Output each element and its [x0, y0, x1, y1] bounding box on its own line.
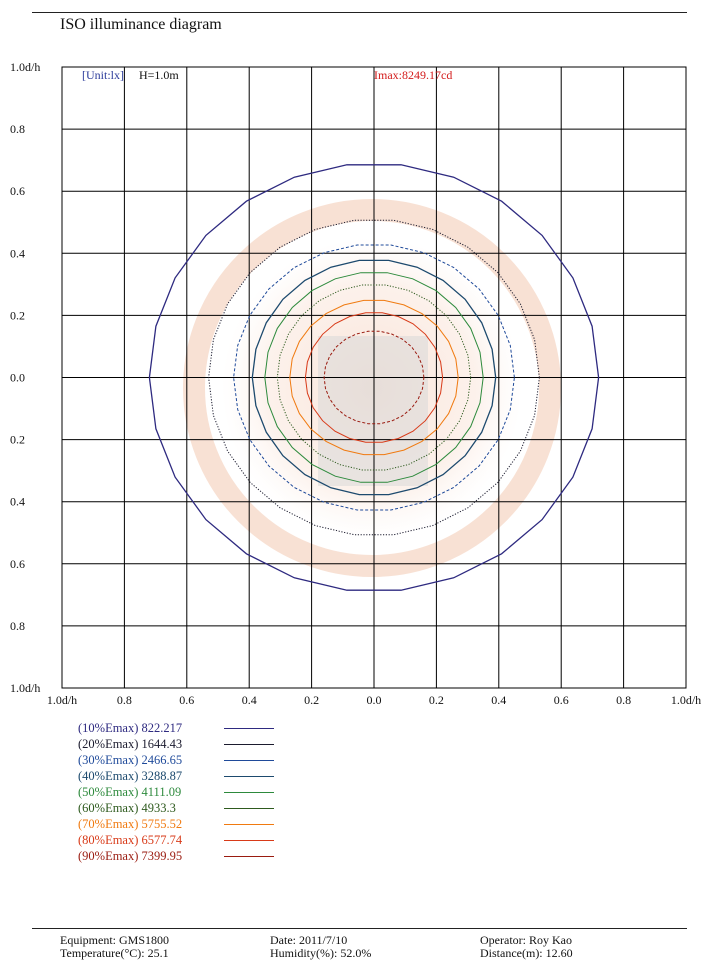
- iso-illuminance-chart: 1.0d/h 0.8 0.6 0.4 0.2 0.0 0.2 0.4 0.6 0.8 1.0d/h 1…: [10, 60, 701, 707]
- grid: [61, 66, 687, 689]
- watermark-logo: [183, 199, 561, 577]
- y-tick-label: 0.8: [10, 122, 25, 136]
- y-tick-label: 0.0: [10, 371, 25, 385]
- legend-label: (10%Emax) 822.217: [78, 721, 183, 735]
- height-annotation: H=1.0m: [139, 68, 179, 82]
- y-tick-label: 0.2: [10, 433, 25, 447]
- contour-8: [304, 312, 444, 443]
- page-title: ISO illuminance diagram: [60, 16, 222, 33]
- x-tick-label: 0.0: [367, 693, 382, 707]
- footer-rule: [32, 928, 687, 929]
- y-tick-label: 0.6: [10, 557, 25, 571]
- operator-text: Operator: Roy Kao: [480, 933, 572, 947]
- footer-col-right: Operator: Roy Kao Distance(m): 12.60: [480, 934, 573, 960]
- y-tick-label: 0.8: [10, 619, 25, 633]
- legend-item: (40%Emax) 3288.87: [78, 768, 274, 784]
- contour-7: [289, 299, 459, 456]
- date-text: Date: 2011/7/10: [270, 933, 348, 947]
- contour-4: [251, 259, 497, 496]
- x-tick-label: 1.0d/h: [671, 693, 701, 707]
- legend-swatch: [224, 760, 274, 761]
- legend-label: (50%Emax) 4111.09: [78, 785, 182, 799]
- y-tick-label: 0.6: [10, 184, 25, 198]
- footer-col-middle: Date: 2011/7/10 Humidity(%): 52.0%: [270, 934, 371, 960]
- legend-item: (10%Emax) 822.217: [78, 720, 274, 736]
- legend-item: (20%Emax) 1644.43: [78, 736, 274, 752]
- contour-6: [276, 284, 472, 471]
- legend-item: (90%Emax) 7399.95: [78, 848, 274, 864]
- equipment-text: Equipment: GMS1800: [60, 933, 170, 947]
- legend-swatch: [224, 728, 274, 729]
- legend-label: (90%Emax) 7399.95: [78, 849, 183, 863]
- humidity-text: Humidity(%): 52.0%: [270, 946, 372, 960]
- footer-col-left: Equipment: GMS1800 Temperature(°C): 25.1: [60, 934, 169, 960]
- legend-swatch: [224, 808, 274, 809]
- x-tick-label: 0.2: [304, 693, 319, 707]
- legend-label: (40%Emax) 3288.87: [78, 769, 183, 783]
- temperature-text: Temperature(°C): 25.1: [60, 946, 169, 960]
- legend-swatch: [224, 776, 274, 777]
- legend-swatch: [224, 824, 274, 825]
- legend-swatch: [224, 856, 274, 857]
- contour-1: [148, 164, 600, 591]
- legend-swatch: [224, 792, 274, 793]
- legend-item: (30%Emax) 2466.65: [78, 752, 274, 768]
- legend-label: (60%Emax) 4933.3: [78, 801, 176, 815]
- x-tick-label: 0.8: [117, 693, 132, 707]
- contour-5: [264, 272, 484, 483]
- x-tick-label: 0.6: [554, 693, 569, 707]
- tick-labels: 1.0d/h 0.8 0.6 0.4 0.2 0.0 0.2 0.4 0.6 0.8 1.0d/h 1…: [10, 60, 701, 707]
- legend-swatch: [224, 840, 274, 841]
- y-tick-label: 1.0d/h: [10, 60, 40, 74]
- x-tick-label: 0.6: [179, 693, 194, 707]
- contour-2: [208, 219, 540, 536]
- contour-9: [323, 330, 425, 425]
- x-tick-label: 0.4: [491, 693, 506, 707]
- y-tick-label: 0.4: [10, 246, 25, 260]
- legend-item: (50%Emax) 4111.09: [78, 784, 274, 800]
- legend-label: (80%Emax) 6577.74: [78, 833, 183, 847]
- distance-text: Distance(m): 12.60: [480, 946, 573, 960]
- legend-item: (80%Emax) 6577.74: [78, 832, 274, 848]
- contour-3: [233, 244, 515, 511]
- imax-annotation: Imax:8249.17cd: [374, 68, 452, 82]
- contour-plot: [148, 164, 600, 591]
- top-rule: [32, 12, 687, 13]
- legend-swatch: [224, 744, 274, 745]
- legend-item: (60%Emax) 4933.3: [78, 800, 274, 816]
- x-tick-label: 0.2: [429, 693, 444, 707]
- unit-annotation: [Unit:lx]: [82, 68, 124, 82]
- x-tick-label: 1.0d/h: [47, 693, 77, 707]
- legend-label: (70%Emax) 5755.52: [78, 817, 183, 831]
- y-tick-label: 1.0d/h: [10, 681, 40, 695]
- y-tick-label: 0.2: [10, 308, 25, 322]
- legend-item: (70%Emax) 5755.52: [78, 816, 274, 832]
- legend-label: (30%Emax) 2466.65: [78, 753, 183, 767]
- legend-label: (20%Emax) 1644.43: [78, 737, 183, 751]
- legend: (10%Emax) 822.217 (20%Emax) 1644.43 (30%Em…: [78, 720, 274, 864]
- y-tick-label: 0.4: [10, 495, 25, 509]
- x-tick-label: 0.8: [616, 693, 631, 707]
- x-tick-label: 0.4: [242, 693, 257, 707]
